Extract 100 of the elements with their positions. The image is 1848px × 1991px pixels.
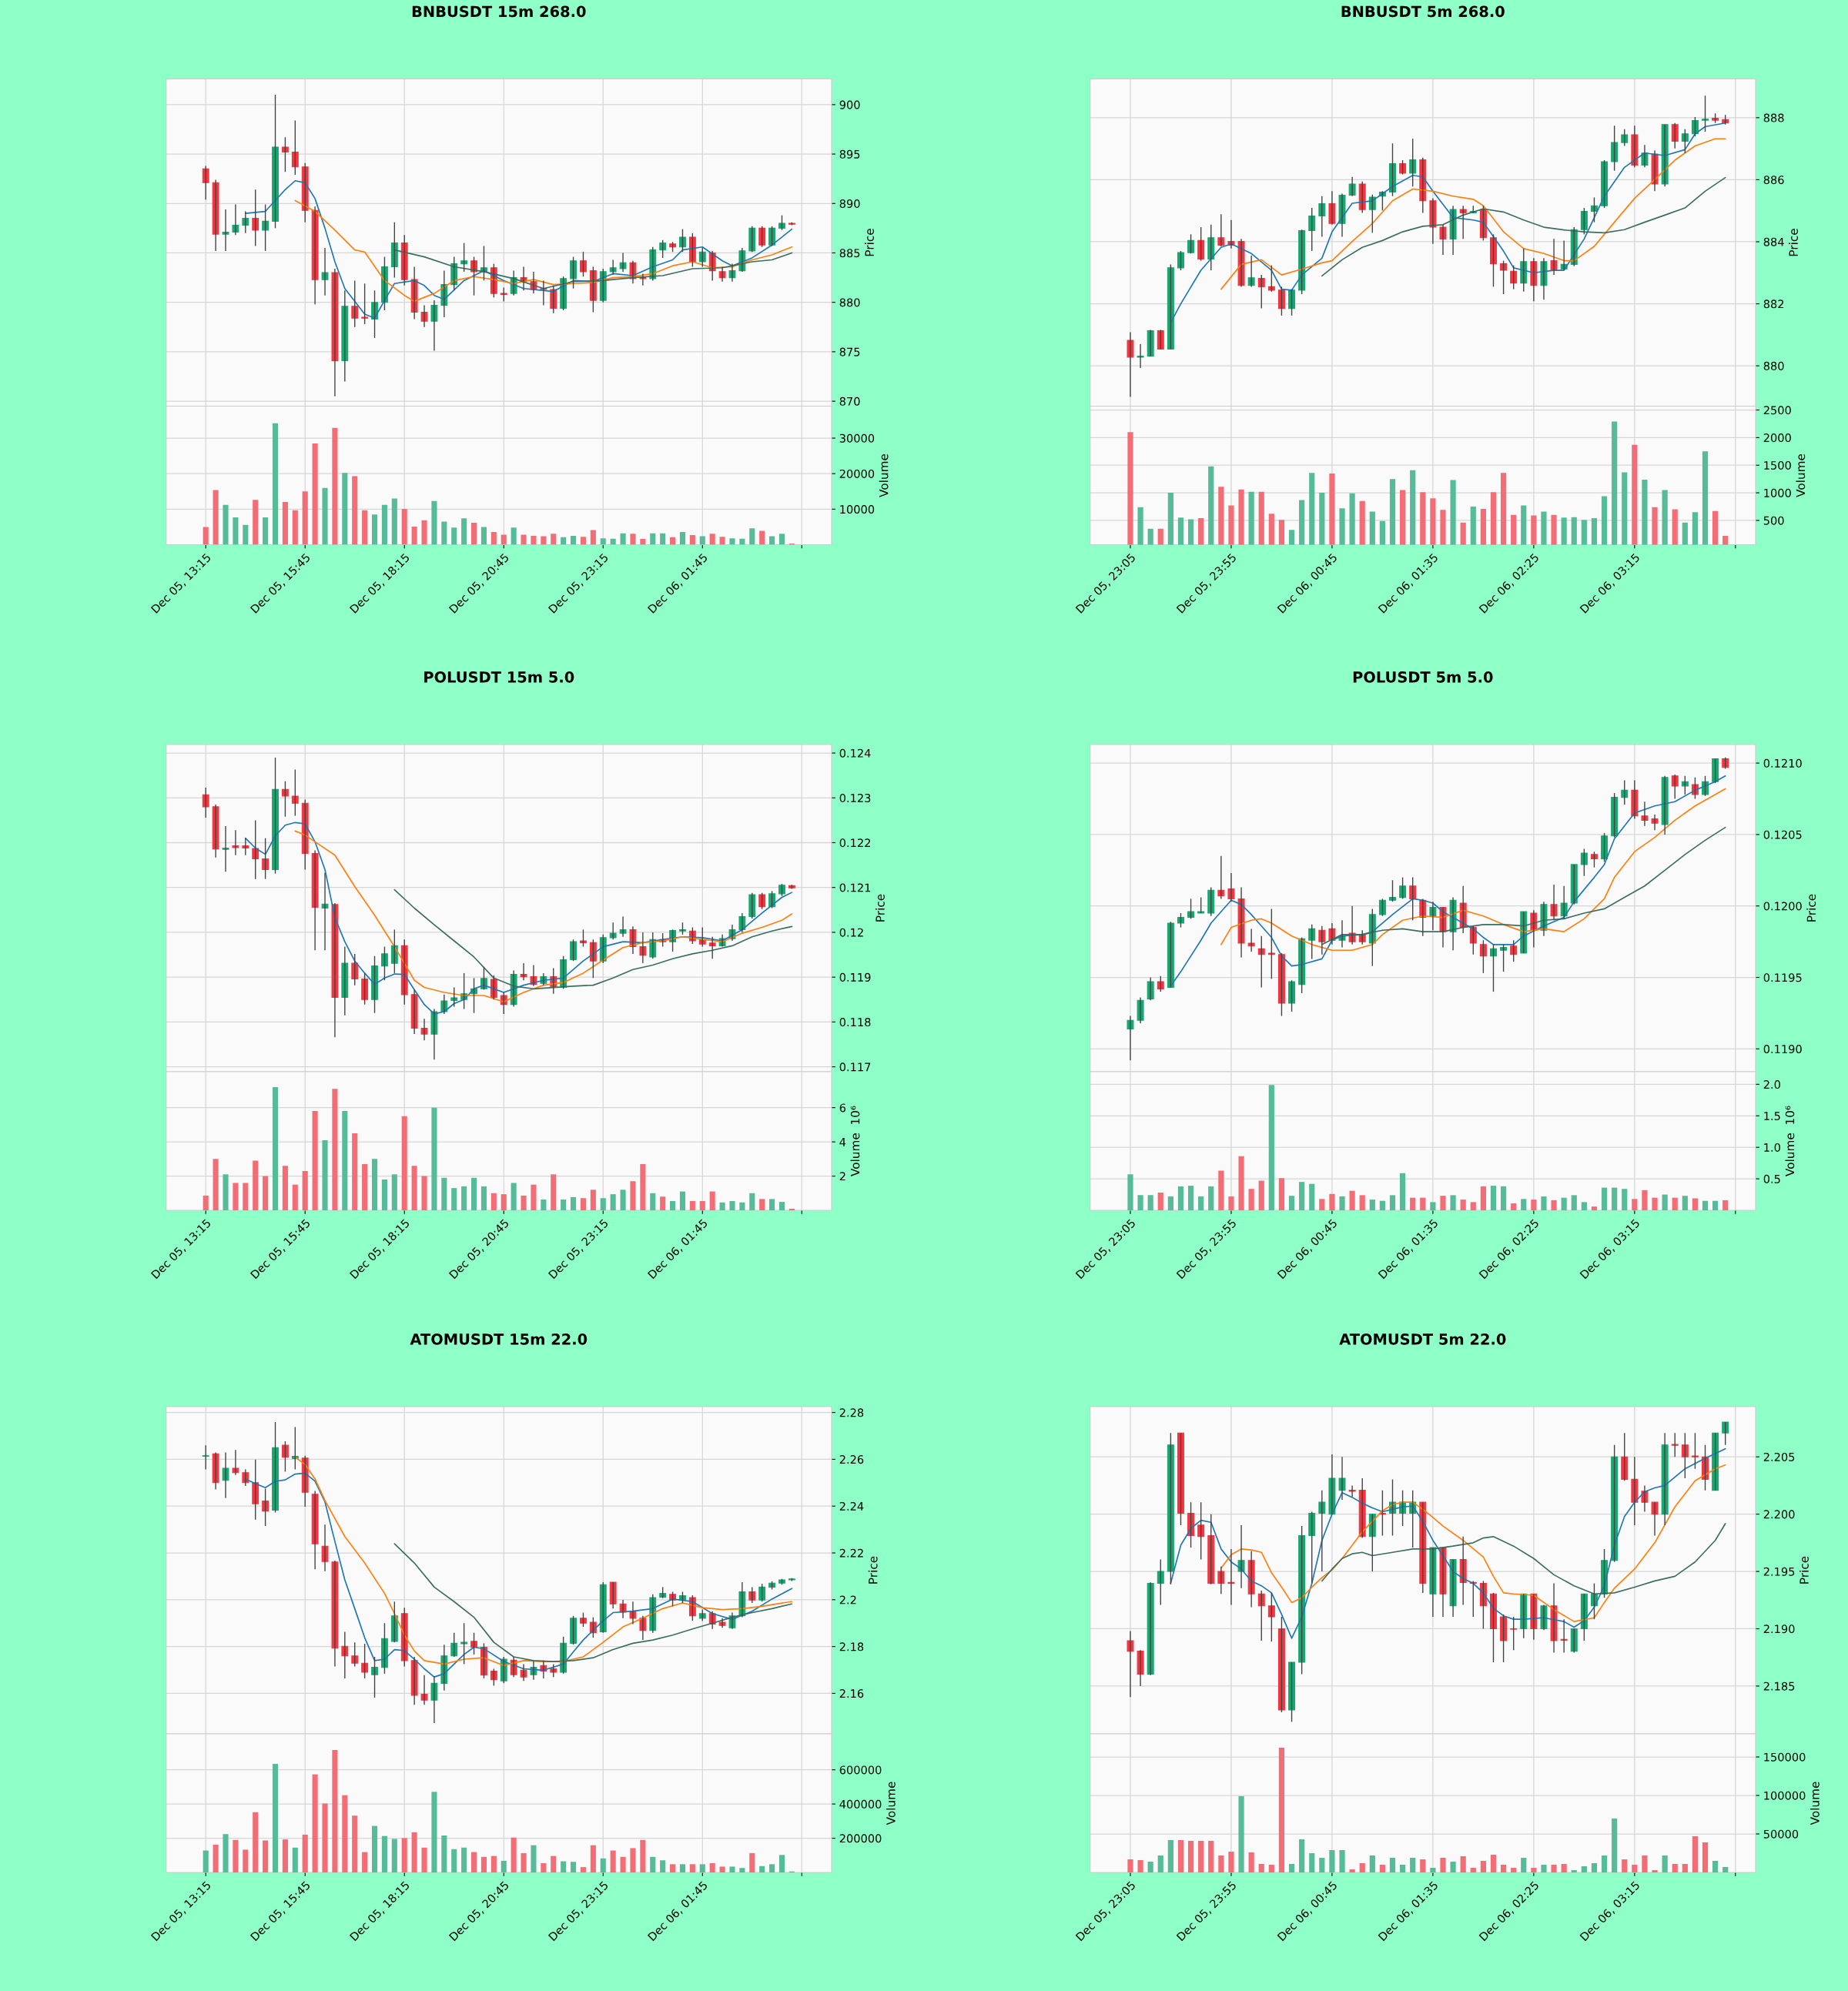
y-axis-title: Volume [879,453,889,497]
y-tick-label: 2.0 [1763,1080,1780,1089]
bar [352,476,358,545]
bar [590,530,596,545]
bar [699,1201,705,1210]
y-tick-label: 2.16 [839,1689,864,1698]
bar [1480,1861,1486,1872]
candlestick [1257,274,1265,310]
bar [302,1834,308,1872]
candlestick [1641,801,1649,827]
bar [312,1774,318,1872]
bar [580,1867,587,1872]
candlestick [580,929,587,948]
y-tick-label: 100000 [1764,1791,1806,1800]
candlestick [1712,1432,1719,1491]
bar [551,1855,557,1872]
bar [441,1177,447,1210]
bar [709,1191,715,1210]
bar [322,1803,328,1872]
y-axis-title: Price [875,894,885,922]
bar [1228,1852,1234,1872]
y-tick-label: 2.190 [1763,1625,1795,1634]
candlestick [1157,1558,1164,1606]
bar [263,517,269,545]
bar [490,531,497,545]
y-tick-label: 0.119 [839,972,871,982]
candlestick [1691,1432,1699,1470]
candlestick [570,1615,577,1645]
bar [739,1868,745,1872]
bar [1319,1199,1325,1210]
bar [332,1089,338,1210]
candlestick [1702,95,1709,132]
candlestick [1157,975,1164,992]
y-tick-label: 2.200 [1763,1510,1795,1519]
bar [1288,1864,1295,1872]
bar [431,500,437,545]
bar [709,534,715,545]
bar [1187,1186,1194,1210]
bar [1208,1841,1214,1872]
bar [1147,1195,1153,1210]
candlestick [1389,879,1396,902]
y-axis-title: Price [865,229,874,256]
bar [1369,1855,1375,1872]
bar [292,1847,298,1872]
bar [1561,1864,1567,1872]
y-axis-title: Price [1799,1556,1809,1584]
candlestick [718,1618,726,1628]
bar [233,517,239,545]
bar [630,534,636,545]
y-tick-label: 4 [839,1138,846,1146]
bar [1581,1866,1587,1872]
y-tick-label: 2.205 [1763,1452,1795,1461]
bar [650,1856,656,1872]
bar [1137,1860,1143,1872]
bar [1460,1856,1466,1872]
candlestick [361,1643,369,1679]
bar [660,533,666,545]
bar [1410,1197,1416,1210]
bar [699,536,705,545]
bar [411,1166,417,1210]
bar [203,1195,209,1210]
bar [1490,1186,1497,1210]
candlestick [351,1641,359,1668]
bar [531,1184,537,1210]
bar [1319,1858,1325,1872]
bar [541,536,547,545]
candlestick [1308,924,1316,960]
bar [401,1116,407,1210]
bar [263,1176,269,1210]
bar [1440,1858,1446,1872]
candlestick [1157,329,1164,350]
bar [292,1184,298,1210]
bar [441,521,447,545]
bar [342,1111,348,1210]
chart-title: BNBUSDT 5m 268.0 [1341,5,1505,18]
bar [223,1834,229,1872]
bar [451,527,457,545]
bar [660,1860,666,1872]
bar [759,530,765,545]
bar [1299,1182,1305,1210]
bar [1299,1839,1305,1872]
y-tick-label: 1.0 [1764,1143,1780,1152]
bar [610,1194,616,1210]
bar [1470,1868,1476,1872]
y-tick-label: 200000 [839,1834,882,1843]
candlestick [1267,1592,1275,1642]
bar [1420,1197,1426,1210]
bar [1268,1085,1274,1210]
candlestick [609,259,617,276]
y-tick-label: 30000 [839,433,875,443]
bar [1430,1868,1436,1872]
y-tick-label: 20000 [839,469,875,478]
bar [1218,1855,1224,1872]
y-tick-label: 400000 [839,1799,882,1809]
bar [1571,1870,1577,1872]
bar [1692,1836,1699,1872]
candlestick [1177,250,1184,271]
bar [679,531,686,545]
candlestick [728,263,736,283]
bar [620,1190,626,1210]
